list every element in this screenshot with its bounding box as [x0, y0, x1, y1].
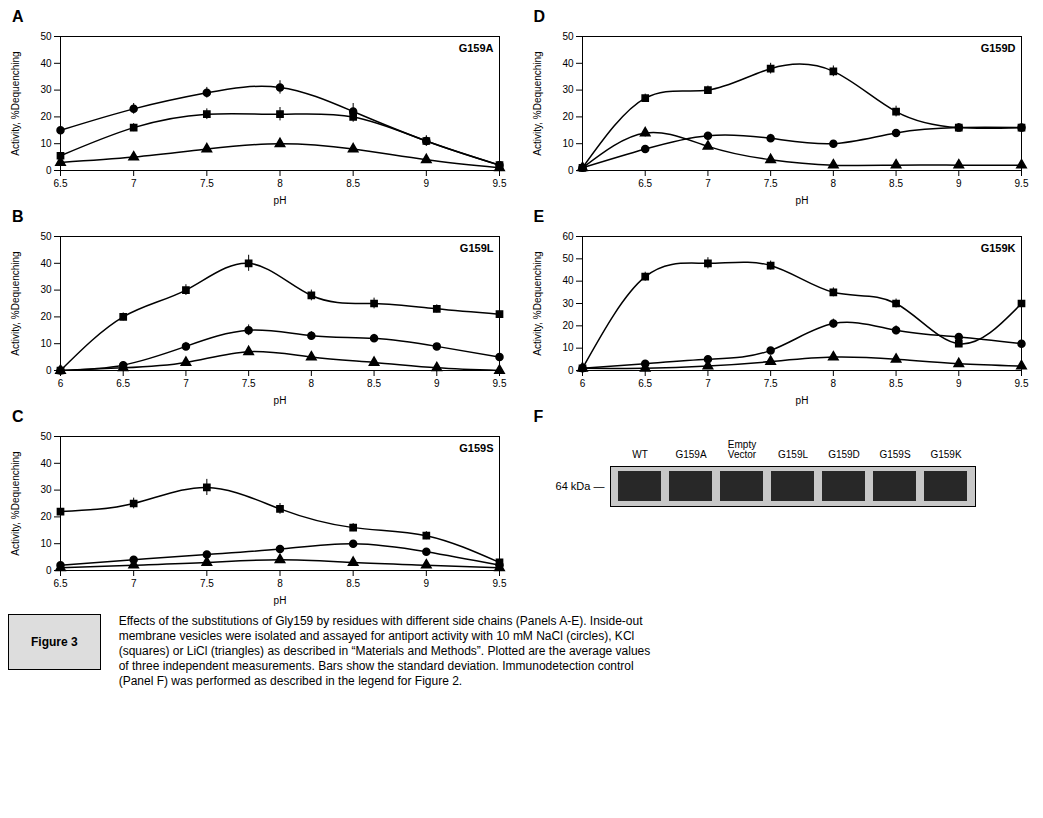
svg-text:8.5: 8.5: [889, 378, 903, 389]
svg-text:0: 0: [567, 365, 573, 376]
svg-text:50: 50: [40, 431, 52, 442]
html-text:B: B: [12, 208, 24, 225]
svg-text:40: 40: [40, 58, 52, 69]
svg-text:G159S: G159S: [879, 449, 910, 460]
svg-text:6: 6: [579, 378, 585, 389]
svg-text:pH: pH: [274, 595, 287, 606]
html-text:C: C: [12, 408, 24, 425]
svg-text:9: 9: [956, 378, 962, 389]
svg-text:9: 9: [424, 578, 430, 589]
svg-text:G159K: G159K: [980, 242, 1015, 254]
svg-text:G159K: G159K: [930, 449, 961, 460]
svg-text:7.5: 7.5: [763, 178, 777, 189]
svg-text:50: 50: [562, 253, 574, 264]
svg-text:30: 30: [562, 298, 574, 309]
svg-text:10: 10: [562, 342, 574, 353]
svg-text:7: 7: [183, 378, 189, 389]
svg-text:20: 20: [562, 320, 574, 331]
svg-text:50: 50: [40, 31, 52, 42]
svg-text:8: 8: [277, 178, 283, 189]
svg-text:9.5: 9.5: [493, 578, 507, 589]
svg-text:10: 10: [562, 138, 574, 149]
svg-text:9: 9: [424, 178, 430, 189]
svg-text:6.5: 6.5: [638, 378, 652, 389]
svg-text:20: 20: [562, 111, 574, 122]
svg-text:64 kDa —: 64 kDa —: [555, 480, 604, 492]
svg-text:G159D: G159D: [980, 42, 1015, 54]
svg-text:G159L: G159L: [460, 242, 494, 254]
svg-text:8.5: 8.5: [346, 178, 360, 189]
svg-text:7.5: 7.5: [763, 378, 777, 389]
svg-text:40: 40: [40, 258, 52, 269]
svg-text:10: 10: [40, 138, 52, 149]
svg-text:7: 7: [131, 178, 137, 189]
svg-text:8: 8: [309, 378, 315, 389]
svg-text:6.5: 6.5: [638, 178, 652, 189]
svg-text:40: 40: [562, 58, 574, 69]
svg-text:9.5: 9.5: [1014, 178, 1028, 189]
svg-text:8.5: 8.5: [889, 178, 903, 189]
svg-text:7.5: 7.5: [200, 178, 214, 189]
svg-text:50: 50: [562, 31, 574, 42]
svg-text:30: 30: [40, 284, 52, 295]
svg-text:0: 0: [46, 565, 52, 576]
svg-text:0: 0: [46, 165, 52, 176]
svg-text:7.5: 7.5: [200, 578, 214, 589]
svg-text:Activity, %Dequenching: Activity, %Dequenching: [10, 51, 21, 155]
svg-text:30: 30: [562, 84, 574, 95]
svg-text:pH: pH: [274, 395, 287, 406]
svg-text:pH: pH: [795, 395, 808, 406]
svg-text:20: 20: [40, 311, 52, 322]
svg-text:30: 30: [40, 84, 52, 95]
svg-text:8.5: 8.5: [367, 378, 381, 389]
svg-text:10: 10: [40, 338, 52, 349]
svg-text:0: 0: [46, 365, 52, 376]
svg-text:9: 9: [956, 178, 962, 189]
svg-text:50: 50: [40, 231, 52, 242]
svg-text:Activity, %Dequenching: Activity, %Dequenching: [10, 451, 21, 555]
svg-text:20: 20: [40, 111, 52, 122]
svg-text:8: 8: [830, 378, 836, 389]
svg-text:6.5: 6.5: [54, 178, 68, 189]
html-text:A: A: [12, 8, 24, 25]
svg-text:6: 6: [58, 378, 64, 389]
svg-text:6.5: 6.5: [116, 378, 130, 389]
svg-text:G159A: G159A: [459, 42, 494, 54]
html-text:F: F: [533, 408, 544, 425]
svg-text:8.5: 8.5: [346, 578, 360, 589]
svg-text:9.5: 9.5: [1014, 378, 1028, 389]
svg-text:8: 8: [277, 578, 283, 589]
svg-text:60: 60: [562, 231, 574, 242]
svg-text:20: 20: [40, 511, 52, 522]
svg-text:6.5: 6.5: [54, 578, 68, 589]
html-text:Effects of the substitutions o: Effects of the substitutions of Gly159 b…: [118, 614, 651, 688]
svg-text:G159A: G159A: [675, 449, 706, 460]
html-text:D: D: [533, 8, 546, 25]
svg-text:pH: pH: [795, 195, 808, 206]
svg-text:7: 7: [131, 578, 137, 589]
svg-text:8: 8: [830, 178, 836, 189]
svg-text:7: 7: [705, 178, 711, 189]
html-text:Figure 3: Figure 3: [31, 635, 78, 649]
svg-text:Activity, %Dequenching: Activity, %Dequenching: [531, 51, 542, 155]
html-text:E: E: [533, 208, 545, 225]
svg-text:30: 30: [40, 484, 52, 495]
svg-text:40: 40: [40, 458, 52, 469]
svg-text:Activity, %Dequenching: Activity, %Dequenching: [531, 251, 542, 355]
svg-text:0: 0: [567, 165, 573, 176]
svg-text:WT: WT: [632, 449, 648, 460]
svg-text:40: 40: [562, 275, 574, 286]
svg-text:EmptyVector: EmptyVector: [727, 439, 756, 460]
svg-text:G159S: G159S: [459, 442, 493, 454]
svg-text:9.5: 9.5: [493, 178, 507, 189]
svg-text:G159D: G159D: [828, 449, 860, 460]
svg-text:Activity, %Dequenching: Activity, %Dequenching: [10, 251, 21, 355]
svg-text:pH: pH: [274, 195, 287, 206]
svg-text:9.5: 9.5: [493, 378, 507, 389]
svg-text:G159L: G159L: [777, 449, 807, 460]
svg-text:7.5: 7.5: [242, 378, 256, 389]
svg-text:10: 10: [40, 538, 52, 549]
svg-text:7: 7: [705, 378, 711, 389]
svg-text:9: 9: [434, 378, 440, 389]
